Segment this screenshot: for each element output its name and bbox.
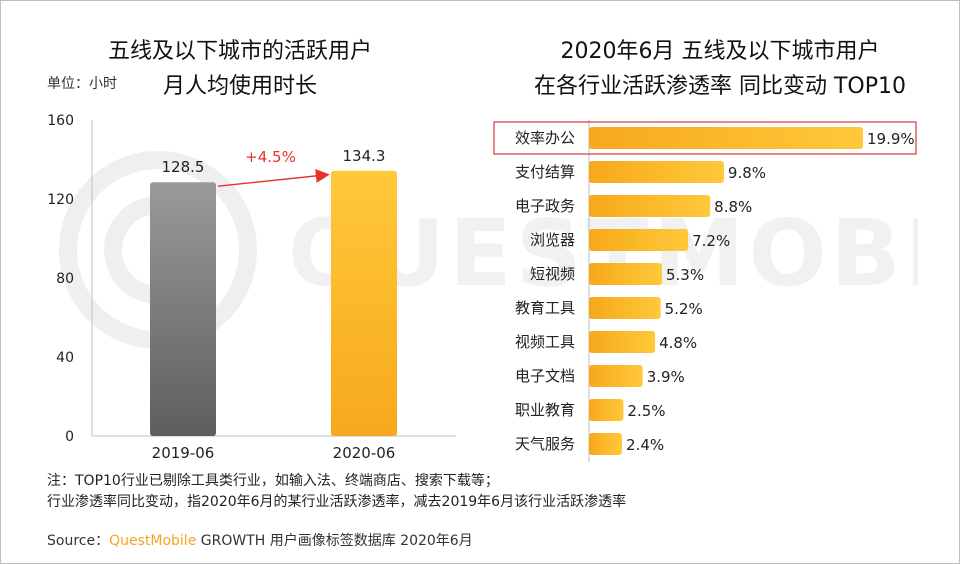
right-category-label: 电子文档 — [515, 367, 575, 385]
note-line-1: 注：TOP10行业已剔除工具类行业，如输入法、终端商店、搜索下载等； — [47, 473, 499, 489]
right-category-label: 教育工具 — [515, 299, 575, 317]
right-bar-value-label: 7.2% — [692, 232, 730, 250]
left-bar-2019-06 — [150, 182, 216, 436]
right-category-label: 浏览器 — [530, 231, 575, 249]
highlight-box — [493, 121, 917, 155]
right-bar-视频工具 — [589, 331, 656, 353]
left-y-tick-label: 0 — [65, 429, 74, 445]
left-y-tick-label: 40 — [56, 350, 74, 366]
right-bar-职业教育 — [589, 399, 624, 421]
right-bar-支付结算 — [589, 161, 724, 183]
right-bar-效率办公 — [589, 127, 863, 149]
right-bar-value-label: 5.2% — [665, 300, 703, 318]
left-x-tick-label: 2019-06 — [152, 444, 215, 462]
right-bar-value-label: 2.5% — [627, 402, 665, 420]
left-y-tick-label: 160 — [47, 113, 74, 129]
right-category-label: 效率办公 — [515, 129, 575, 147]
right-chart-title-line1: 2020年6月 五线及以下城市用户 — [560, 39, 880, 64]
source-text: GROWTH 用户画像标签数据库 2020年6月 — [196, 533, 473, 549]
right-bar-天气服务 — [589, 433, 623, 455]
right-bar-浏览器 — [589, 229, 689, 251]
left-chart-title-line1: 五线及以下城市的活跃用户 — [107, 39, 372, 64]
left-y-tick-label: 120 — [47, 192, 74, 208]
right-category-label: 短视频 — [530, 265, 575, 283]
right-bar-电子政务 — [589, 195, 711, 217]
right-bar-value-label: 2.4% — [626, 436, 664, 454]
source-label: Source： — [47, 533, 110, 549]
right-bar-value-label: 5.3% — [666, 266, 704, 284]
right-category-label: 视频工具 — [515, 333, 575, 351]
growth-rate-label: +4.5% — [245, 148, 296, 166]
growth-arrow — [217, 168, 330, 187]
left-bar-value-label: 134.3 — [343, 147, 386, 165]
right-category-label: 天气服务 — [515, 435, 575, 453]
left-chart-title-line2: 月人均使用时长 — [162, 74, 317, 99]
right-category-label: 职业教育 — [515, 401, 575, 419]
right-category-label: 电子政务 — [515, 197, 575, 215]
left-bar-2020-06 — [331, 170, 397, 436]
right-bar-value-label: 8.8% — [714, 198, 752, 216]
left-chart-unit: 单位：小时 — [47, 76, 117, 92]
left-bar-value-label: 128.5 — [162, 158, 205, 176]
right-bar-value-label: 4.8% — [659, 334, 697, 352]
right-bar-教育工具 — [589, 297, 661, 319]
right-bar-value-label: 19.9% — [867, 130, 915, 148]
left-x-tick-label: 2020-06 — [333, 444, 396, 462]
right-bar-电子文档 — [589, 365, 643, 387]
right-bar-value-label: 3.9% — [647, 368, 685, 386]
source-brand: QuestMobile — [109, 533, 197, 549]
source-line: Source：QuestMobile GROWTH 用户画像标签数据库 2020… — [47, 530, 473, 550]
right-chart-title-line2: 在各行业活跃渗透率 同比变动 TOP10 — [533, 74, 906, 99]
right-bar-value-label: 9.8% — [728, 164, 766, 182]
left-y-tick-label: 80 — [56, 271, 74, 287]
note-line-2: 行业渗透率同比变动，指2020年6月的某行业活跃渗透率，减去2019年6月该行业… — [47, 494, 627, 510]
right-category-label: 支付结算 — [515, 163, 575, 181]
right-bar-短视频 — [589, 263, 662, 285]
